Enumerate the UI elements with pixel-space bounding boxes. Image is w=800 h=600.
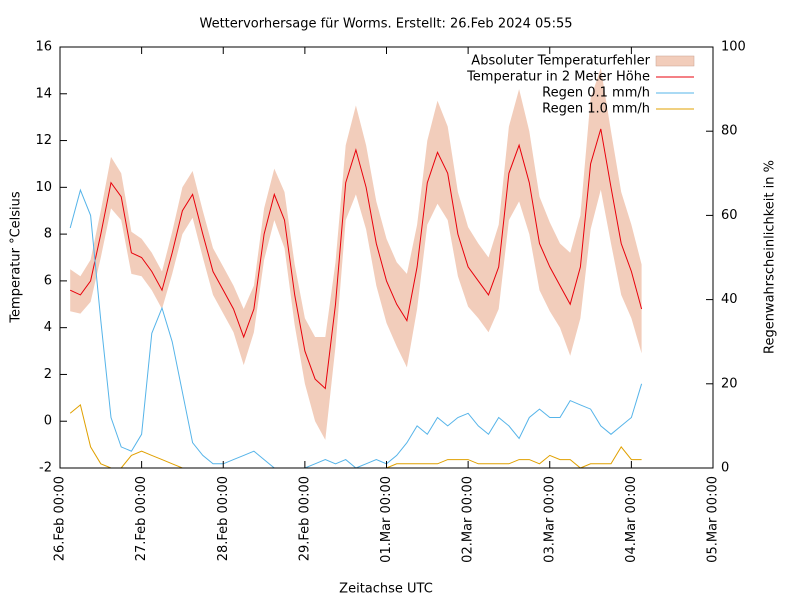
y-tick-label: 0 (44, 414, 52, 429)
y-tick-label: 16 (35, 40, 52, 55)
legend-label: Regen 0.1 mm/h (542, 86, 650, 101)
y-axis-label: Temperatur °Celsius (9, 191, 24, 324)
y-tick-label: 6 (44, 273, 52, 288)
y-tick-label: 2 (44, 367, 52, 382)
y-tick-label: 8 (44, 227, 52, 242)
error-band (70, 68, 642, 440)
series-line (69, 404, 642, 469)
x-tick-label: 27.Feb 00:00 (134, 476, 149, 561)
x-tick-label: 28.Feb 00:00 (216, 476, 231, 561)
legend-label: Regen 1.0 mm/h (542, 102, 650, 117)
x-tick-label: 03.Mar 00:00 (542, 476, 557, 563)
y-tick-label: -2 (39, 461, 52, 476)
y2-tick-label: 80 (721, 124, 738, 139)
x-tick-label: 02.Mar 00:00 (461, 476, 476, 563)
y-tick-label: 12 (35, 133, 52, 148)
chart-title: Wettervorhersage für Worms. Erstellt: 26… (199, 17, 572, 32)
legend-label: Temperatur in 2 Meter Höhe (466, 70, 650, 85)
series-line (69, 128, 643, 390)
y2-tick-label: 0 (721, 461, 729, 476)
x-tick-label: 29.Feb 00:00 (297, 476, 312, 561)
series-line (69, 188, 643, 469)
y2-tick-label: 60 (721, 208, 738, 223)
legend-label: Absoluter Temperaturfehler (471, 54, 650, 69)
x-tick-label: 01.Mar 00:00 (379, 476, 394, 563)
y2-tick-label: 40 (721, 292, 738, 307)
legend-swatch (655, 55, 695, 67)
y-tick-label: 14 (35, 86, 52, 101)
x-tick-label: 26.Feb 00:00 (53, 476, 68, 561)
x-tick-label: 04.Mar 00:00 (624, 476, 639, 563)
x-axis-label: Zeitachse UTC (339, 582, 433, 597)
y2-tick-label: 20 (721, 376, 738, 391)
y-tick-label: 4 (44, 320, 52, 335)
x-tick-label: 05.Mar 00:00 (706, 476, 721, 563)
y2-axis-label: Regenwahrscheinlichkeit in % (763, 160, 778, 354)
y2-tick-label: 100 (721, 40, 746, 55)
y-tick-label: 10 (35, 180, 52, 195)
